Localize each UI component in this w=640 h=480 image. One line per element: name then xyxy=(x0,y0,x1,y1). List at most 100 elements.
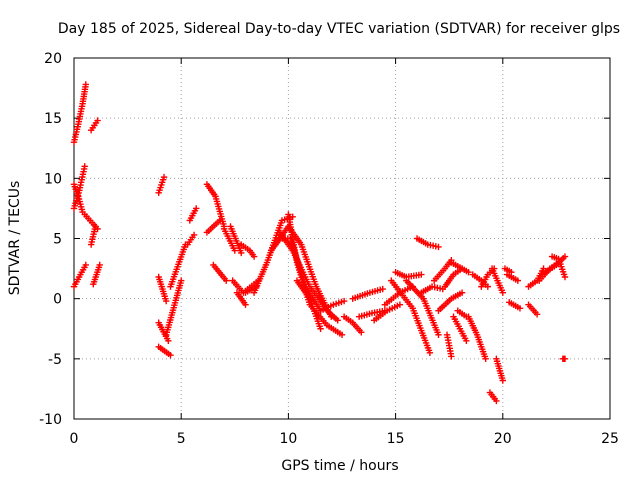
data-point xyxy=(358,329,365,336)
data-track xyxy=(70,81,89,146)
data-point xyxy=(493,397,500,405)
data-track xyxy=(87,117,101,134)
data-point xyxy=(561,253,569,260)
data-point xyxy=(499,377,506,384)
data-point xyxy=(165,337,172,344)
data-point xyxy=(96,261,103,269)
data-point xyxy=(162,297,170,305)
data-point xyxy=(231,247,238,254)
y-tick-label: 15 xyxy=(44,111,62,127)
data-track xyxy=(155,273,170,305)
data-point xyxy=(418,271,425,278)
data-track xyxy=(90,261,103,288)
data-point xyxy=(465,268,472,276)
data-track xyxy=(454,307,470,320)
data-point xyxy=(379,285,386,293)
data-point xyxy=(82,261,89,269)
x-tick-label: 0 xyxy=(70,431,79,447)
data-track xyxy=(155,319,172,344)
data-point xyxy=(338,331,346,338)
data-track xyxy=(413,235,442,251)
data-point xyxy=(435,243,442,251)
data-track xyxy=(418,283,446,296)
data-point xyxy=(516,305,524,312)
data-point xyxy=(160,173,168,181)
data-track xyxy=(486,389,500,405)
data-point xyxy=(463,337,470,344)
data-track xyxy=(70,181,86,216)
data-track xyxy=(250,213,296,296)
x-tick-label: 20 xyxy=(494,431,512,447)
data-track xyxy=(233,289,249,308)
data-track xyxy=(488,265,506,296)
y-tick-label: 5 xyxy=(53,232,62,248)
data-point xyxy=(482,355,489,363)
data-point xyxy=(533,311,541,318)
y-tick-label: 20 xyxy=(44,51,62,67)
data-track xyxy=(349,285,386,302)
data-point xyxy=(540,265,547,272)
data-track xyxy=(70,261,89,290)
data-point xyxy=(317,325,324,332)
data-point xyxy=(190,231,198,239)
data-track xyxy=(227,223,245,257)
y-tick-label: -10 xyxy=(39,412,62,428)
data-point xyxy=(561,355,569,363)
y-tick-labels: -10 -5 0 5 10 15 20 xyxy=(39,51,62,428)
data-track xyxy=(548,253,569,281)
data-track xyxy=(186,205,200,224)
data-point xyxy=(340,297,348,305)
data-track xyxy=(503,271,522,284)
data-track xyxy=(87,223,99,248)
data-point xyxy=(499,289,506,296)
data-track xyxy=(184,231,198,248)
data-track xyxy=(403,277,442,338)
data-track xyxy=(450,313,470,344)
data-point xyxy=(82,81,89,88)
data-track xyxy=(559,355,569,363)
data-track xyxy=(155,173,168,196)
data-point xyxy=(561,273,569,281)
x-tick-label: 10 xyxy=(279,431,297,447)
data-track xyxy=(443,331,455,360)
data-point xyxy=(167,352,174,359)
data-point xyxy=(92,223,99,230)
data-point xyxy=(178,277,185,284)
x-tick-label: 5 xyxy=(177,431,186,447)
data-track xyxy=(525,301,541,318)
data-track xyxy=(155,343,174,359)
data-point xyxy=(250,253,258,260)
data-point xyxy=(396,301,404,308)
data-track xyxy=(210,261,230,284)
y-tick-label: -5 xyxy=(48,352,62,368)
data-point xyxy=(223,277,230,284)
data-track xyxy=(203,217,223,236)
data-point xyxy=(448,353,455,360)
data-track xyxy=(220,225,238,254)
data-track xyxy=(506,299,524,312)
data-point xyxy=(458,289,466,296)
data-track xyxy=(167,241,189,290)
data-track xyxy=(162,277,185,338)
data-track xyxy=(293,277,324,332)
y-tick-label: 0 xyxy=(53,292,62,308)
data-track xyxy=(448,259,472,276)
y-axis-label: SDTVAR / TECUs xyxy=(7,181,23,296)
data-point xyxy=(81,163,88,170)
data-track xyxy=(392,268,425,281)
data-points xyxy=(70,81,569,405)
data-point xyxy=(193,205,200,212)
data-point xyxy=(242,301,249,308)
x-axis-label: GPS time / hours xyxy=(281,458,398,474)
axis-ticks xyxy=(73,57,611,420)
data-track xyxy=(340,313,365,336)
data-point xyxy=(426,349,434,357)
data-point xyxy=(435,331,442,338)
grid xyxy=(74,58,610,419)
data-track xyxy=(370,301,404,324)
data-track xyxy=(435,289,466,314)
data-point xyxy=(238,249,245,257)
chart-title: Day 185 of 2025, Sidereal Day-to-day VTE… xyxy=(58,21,620,37)
x-tick-label: 15 xyxy=(387,431,405,447)
x-tick-label: 25 xyxy=(601,431,619,447)
